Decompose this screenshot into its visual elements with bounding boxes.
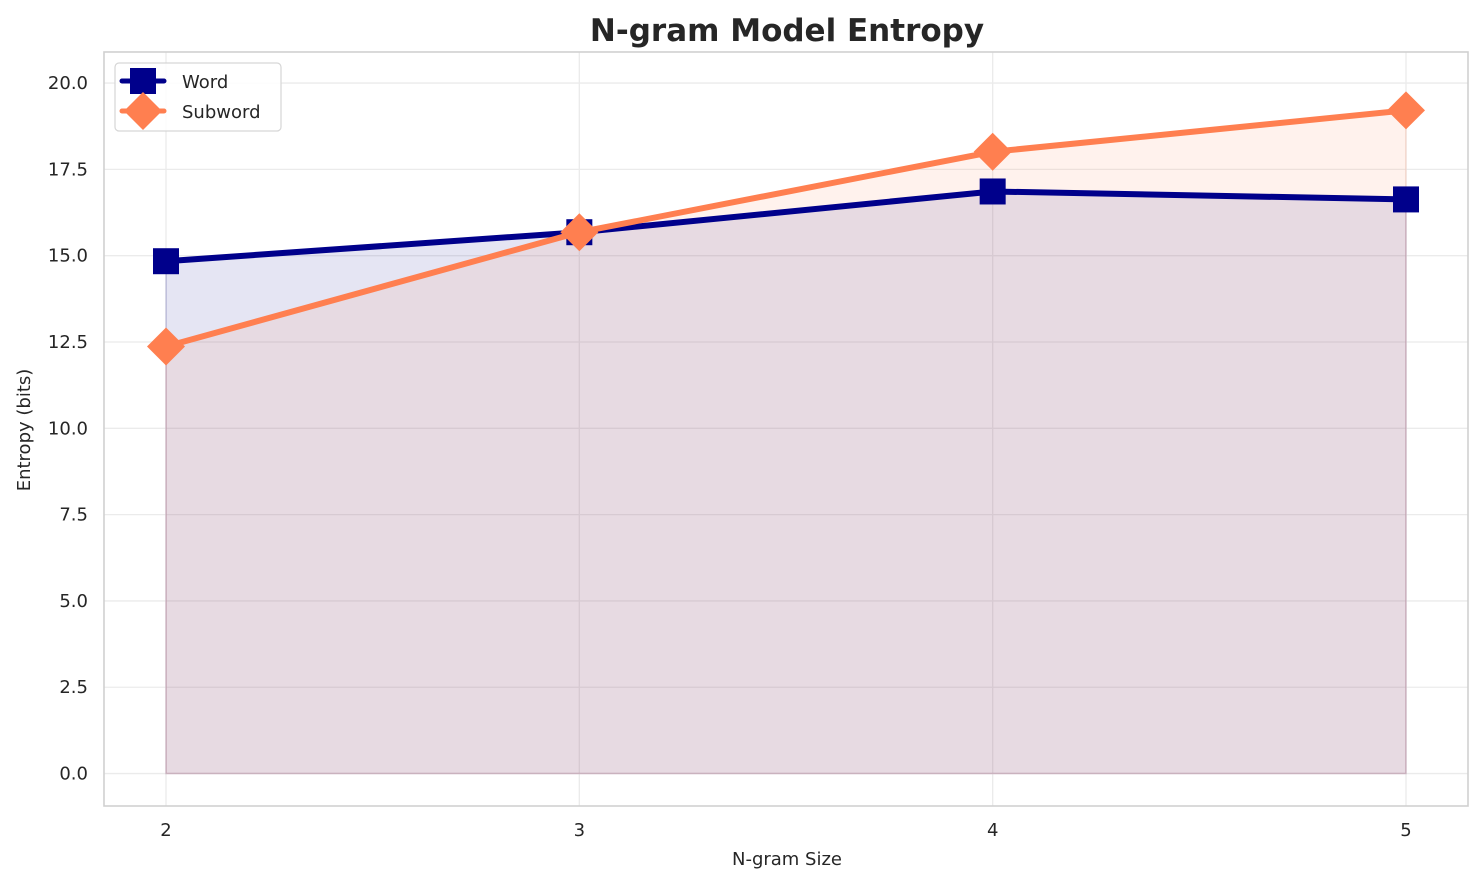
series-subword [147,91,1425,366]
y-tick-label: 17.5 [48,159,88,180]
legend: Word Subword [114,62,282,132]
y-axis-label: Entropy (bits) [14,369,35,492]
x-tick-label: 4 [987,820,998,841]
x-axis-label: N-gram Size [732,849,842,870]
square-marker-icon [130,68,156,94]
y-tick-label: 5.0 [59,591,88,612]
y-tick-label: 2.5 [59,677,88,698]
y-tick-label: 0.0 [59,764,88,785]
data-point-diamond [147,327,185,366]
data-point-diamond [1387,91,1425,130]
y-tick-label: 12.5 [48,332,88,353]
y-tick-label: 15.0 [48,246,88,267]
data-point-diamond [560,213,599,252]
legend-label-word: Word [182,72,228,93]
y-tick-label: 20.0 [48,73,88,94]
y-tick-label: 10.0 [48,418,88,439]
data-point-square [979,178,1006,205]
y-tick-label: 7.5 [59,505,88,526]
legend-item-word: Word [119,68,228,94]
y-axis-ticks: 0.0 2.5 5.0 7.5 10.0 12.5 15.0 17.5 20.0 [48,73,88,784]
x-tick-label: 2 [160,820,171,841]
x-tick-label: 5 [1400,820,1411,841]
chart-title: N-gram Model Entropy [590,13,984,49]
area-fills [165,109,1407,775]
data-point-square [153,248,179,275]
data-point-diamond [973,132,1012,171]
grid-lines [104,52,1468,806]
data-point-square [1393,186,1419,213]
legend-label-subword: Subword [182,102,261,123]
series-lines [147,91,1425,366]
x-tick-label: 3 [574,820,585,841]
legend-item-subword: Subword [119,92,261,130]
diamond-marker-icon [124,92,162,130]
plot-frame [103,51,1469,807]
x-axis-ticks: 2 3 4 5 [160,820,1411,841]
